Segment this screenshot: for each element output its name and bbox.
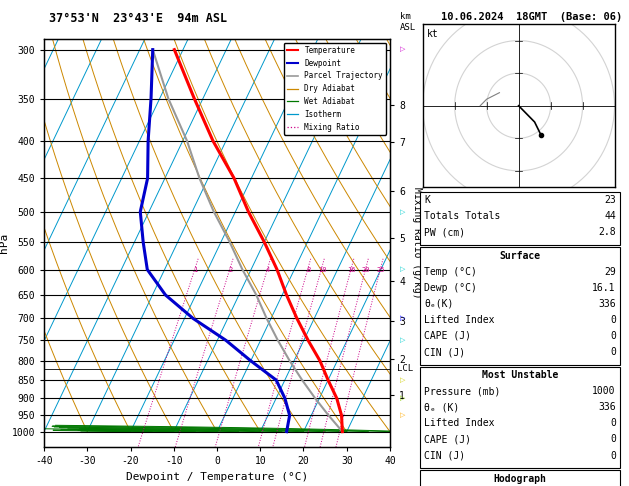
Text: 10.06.2024  18GMT  (Base: 06): 10.06.2024 18GMT (Base: 06) — [441, 12, 622, 22]
Text: 4: 4 — [266, 267, 270, 273]
Text: 16.1: 16.1 — [593, 283, 616, 293]
Text: ▷: ▷ — [400, 47, 405, 52]
Text: CIN (J): CIN (J) — [424, 451, 465, 461]
Text: ▷: ▷ — [400, 412, 405, 418]
Text: 0: 0 — [610, 347, 616, 357]
Text: 16: 16 — [347, 267, 356, 273]
Text: 0: 0 — [610, 434, 616, 445]
X-axis label: Dewpoint / Temperature (°C): Dewpoint / Temperature (°C) — [126, 472, 308, 482]
Y-axis label: hPa: hPa — [0, 233, 9, 253]
Text: 1: 1 — [193, 267, 198, 273]
Text: 2: 2 — [228, 267, 233, 273]
Text: 1000: 1000 — [593, 386, 616, 397]
Text: 2.8: 2.8 — [598, 227, 616, 238]
Text: 336: 336 — [598, 299, 616, 309]
Text: Dewp (°C): Dewp (°C) — [424, 283, 477, 293]
Text: Hodograph: Hodograph — [493, 474, 547, 484]
Text: θₑ(K): θₑ(K) — [424, 299, 454, 309]
Text: 336: 336 — [598, 402, 616, 413]
Text: 37°53'N  23°43'E  94m ASL: 37°53'N 23°43'E 94m ASL — [49, 12, 228, 25]
Text: 0: 0 — [610, 451, 616, 461]
Text: Most Unstable: Most Unstable — [482, 370, 558, 381]
Text: PW (cm): PW (cm) — [424, 227, 465, 238]
Text: ▷: ▷ — [400, 266, 405, 273]
Text: 44: 44 — [604, 211, 616, 222]
Text: ▷: ▷ — [400, 315, 405, 321]
Text: km
ASL: km ASL — [400, 12, 416, 32]
Text: CIN (J): CIN (J) — [424, 347, 465, 357]
Text: θₑ (K): θₑ (K) — [424, 402, 459, 413]
Text: CAPE (J): CAPE (J) — [424, 434, 471, 445]
Text: 10: 10 — [318, 267, 326, 273]
Text: ▷: ▷ — [400, 377, 405, 383]
Text: 0: 0 — [610, 315, 616, 325]
Text: ▷: ▷ — [400, 208, 405, 215]
Text: Temp (°C): Temp (°C) — [424, 267, 477, 277]
Text: 25: 25 — [377, 267, 385, 273]
Text: Lifted Index: Lifted Index — [424, 315, 494, 325]
Text: 0: 0 — [610, 418, 616, 429]
Text: kt: kt — [426, 29, 438, 39]
Text: Totals Totals: Totals Totals — [424, 211, 500, 222]
Text: ▷: ▷ — [400, 395, 405, 401]
Text: © weatheronline.co.uk: © weatheronline.co.uk — [467, 471, 572, 480]
Text: 23: 23 — [604, 195, 616, 206]
Text: CAPE (J): CAPE (J) — [424, 331, 471, 341]
Text: 0: 0 — [610, 331, 616, 341]
Text: 8: 8 — [306, 267, 311, 273]
Text: LCL: LCL — [397, 364, 413, 373]
Text: K: K — [424, 195, 430, 206]
Text: Pressure (mb): Pressure (mb) — [424, 386, 500, 397]
Text: ▷: ▷ — [400, 337, 405, 344]
Legend: Temperature, Dewpoint, Parcel Trajectory, Dry Adiabat, Wet Adiabat, Isotherm, Mi: Temperature, Dewpoint, Parcel Trajectory… — [284, 43, 386, 135]
Text: 20: 20 — [362, 267, 370, 273]
Text: Lifted Index: Lifted Index — [424, 418, 494, 429]
Text: Surface: Surface — [499, 251, 540, 261]
Text: 29: 29 — [604, 267, 616, 277]
Y-axis label: Mixing Ratio (g/kg): Mixing Ratio (g/kg) — [411, 187, 421, 299]
